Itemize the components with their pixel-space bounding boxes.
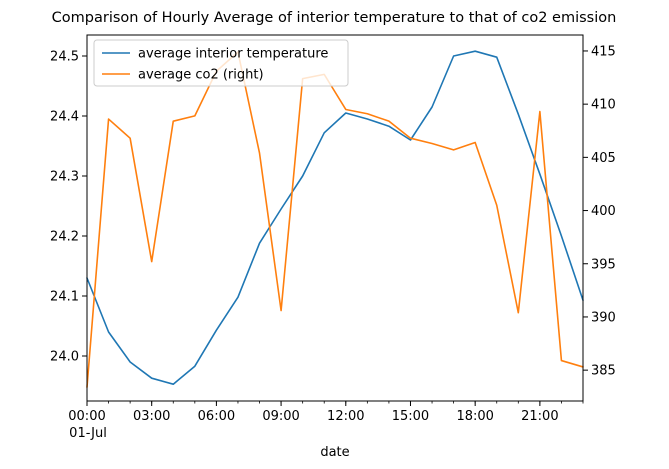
x-tick-label: 18:00 bbox=[456, 409, 493, 424]
x-tick-label: 09:00 bbox=[262, 409, 299, 424]
x-tick-label: 15:00 bbox=[392, 409, 429, 424]
chart-title: Comparison of Hourly Average of interior… bbox=[52, 10, 617, 26]
series-line-co2 bbox=[86, 51, 584, 388]
x-tick-label: 00:00 bbox=[68, 409, 105, 424]
series-line-temperature bbox=[86, 50, 584, 386]
x-tick-label: 12:00 bbox=[327, 409, 364, 424]
left-tick-label: 24.5 bbox=[50, 50, 79, 65]
right-tick-label: 405 bbox=[591, 151, 616, 166]
legend: average interior temperature average co2 … bbox=[93, 39, 349, 87]
right-axis-ticks: 385 390 395 400 405 410 415 bbox=[583, 44, 616, 379]
left-tick-label: 24.2 bbox=[50, 230, 79, 245]
right-tick-label: 395 bbox=[591, 257, 616, 272]
x-axis-ticks: 00:00 01-Jul 03:00 06:00 09:00 12:00 15:00 18:0… bbox=[68, 401, 584, 441]
right-tick-label: 400 bbox=[591, 204, 616, 219]
plot-frame bbox=[86, 34, 584, 402]
left-axis-ticks: 24.0 24.1 24.2 24.3 24.4 24.5 bbox=[50, 50, 87, 365]
left-tick-label: 24.4 bbox=[50, 110, 79, 125]
x-tick-sublabel: 01-Jul bbox=[69, 426, 107, 441]
left-tick-label: 24.0 bbox=[50, 350, 79, 365]
x-tick-label: 03:00 bbox=[133, 409, 170, 424]
legend-entry-label: average co2 (right) bbox=[138, 68, 264, 83]
series-layer bbox=[86, 50, 584, 388]
right-tick-label: 390 bbox=[591, 310, 616, 325]
right-tick-label: 410 bbox=[591, 98, 616, 113]
left-tick-label: 24.1 bbox=[50, 290, 79, 305]
legend-entry-label: average interior temperature bbox=[138, 47, 328, 62]
right-tick-label: 415 bbox=[591, 44, 616, 59]
legend-box bbox=[93, 39, 349, 87]
x-axis-label: date bbox=[320, 445, 349, 460]
right-tick-label: 385 bbox=[591, 364, 616, 379]
x-tick-label: 06:00 bbox=[198, 409, 235, 424]
x-tick-label: 21:00 bbox=[521, 409, 558, 424]
left-tick-label: 24.3 bbox=[50, 170, 79, 185]
